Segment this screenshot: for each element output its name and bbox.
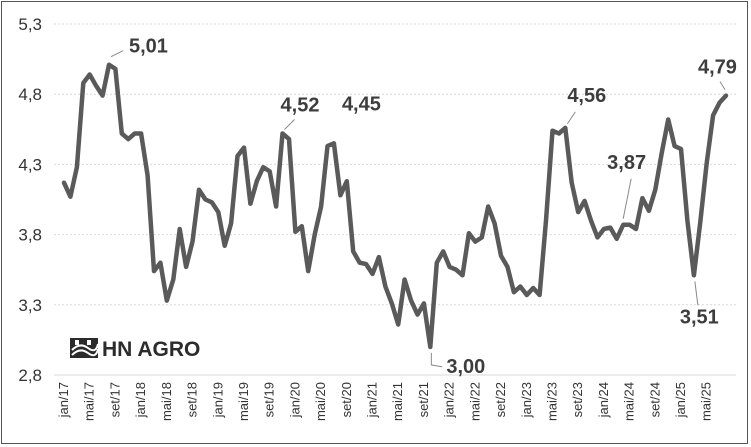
- x-tick-label: set/23: [570, 382, 585, 417]
- annotation-leader: [566, 111, 576, 125]
- x-tick-label: mai/17: [82, 382, 97, 421]
- x-tick-label: set/19: [262, 382, 277, 417]
- data-label: 3,87: [607, 152, 646, 174]
- hn-agro-logo: HN AGRO: [70, 338, 200, 361]
- y-axis-ticks: 2,8 3,3 3,8 4,3 4,8 5,3: [18, 15, 42, 385]
- x-tick-label: mai/19: [236, 382, 251, 421]
- x-tick-label: jan/24: [596, 382, 611, 418]
- annotation-leader: [430, 352, 443, 368]
- y-tick-label: 3,3: [18, 296, 42, 315]
- logo-text: HN AGRO: [102, 338, 200, 361]
- annotation-leader: [719, 81, 726, 90]
- data-label: 3,51: [680, 306, 719, 328]
- x-tick-label: jan/25: [673, 382, 688, 418]
- annotation-leader: [694, 281, 699, 306]
- x-tick-label: mai/18: [159, 382, 174, 421]
- annotation-leader: [284, 119, 295, 130]
- series-line: [61, 62, 729, 350]
- x-tick-label: jan/19: [210, 382, 225, 418]
- data-label: 4,79: [698, 57, 737, 79]
- x-tick-label: set/18: [185, 382, 200, 417]
- x-tick-label: set/20: [339, 382, 354, 417]
- annotation-leader: [622, 178, 632, 219]
- x-tick-label: jan/18: [133, 382, 148, 418]
- y-tick-label: 3,8: [18, 226, 42, 245]
- x-tick-label: jan/17: [56, 382, 71, 418]
- data-label: 4,45: [342, 93, 381, 115]
- data-label: 4,52: [281, 95, 320, 117]
- data-label: 3,00: [446, 356, 485, 378]
- data-label: 5,01: [129, 36, 168, 58]
- y-tick-label: 4,3: [18, 155, 42, 174]
- gridlines: [54, 23, 736, 376]
- x-tick-label: jan/23: [519, 382, 534, 418]
- x-tick-label: set/21: [416, 382, 431, 417]
- x-tick-label: mai/22: [467, 382, 482, 421]
- y-tick-label: 2,8: [18, 366, 42, 385]
- x-tick-label: mai/24: [622, 382, 637, 421]
- x-tick-label: mai/23: [544, 382, 559, 421]
- x-tick-label: jan/21: [365, 382, 380, 418]
- data-annotations: 5,01 4,52 4,45 3,00 4,56 3,87 3,51 4,79: [110, 36, 737, 378]
- annotation-leader: [110, 50, 124, 58]
- x-tick-label: set/22: [493, 382, 508, 417]
- x-tick-label: mai/20: [313, 382, 328, 421]
- x-tick-label: mai/25: [699, 382, 714, 421]
- x-tick-label: set/17: [107, 382, 122, 417]
- x-tick-label: jan/22: [442, 382, 457, 418]
- y-tick-label: 5,3: [18, 15, 42, 34]
- x-axis-ticks: jan/17 mai/17 set/17 jan/18 mai/18 set/18 jan/…: [56, 382, 714, 421]
- x-tick-label: set/24: [647, 382, 662, 417]
- logo-mark-icon: [70, 338, 99, 358]
- data-label: 4,56: [567, 85, 606, 107]
- y-tick-label: 4,8: [18, 85, 42, 104]
- x-tick-label: jan/20: [287, 382, 302, 418]
- x-tick-label: mai/21: [390, 382, 405, 421]
